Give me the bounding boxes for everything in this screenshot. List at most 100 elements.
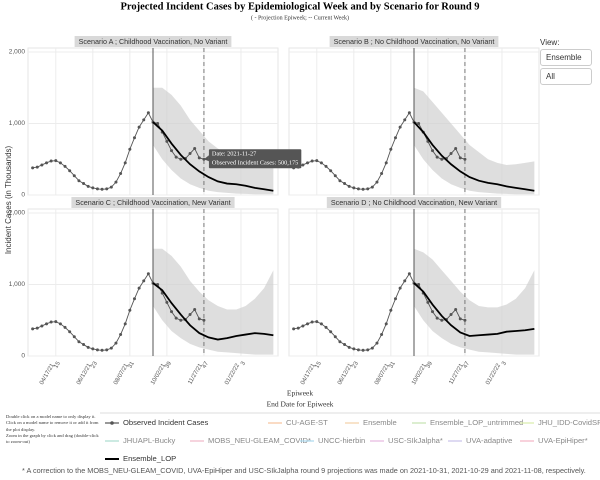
legend-item[interactable]: UNCC-hierbin [300, 436, 365, 445]
observed-point [49, 320, 53, 324]
observed-point [35, 165, 39, 169]
x-tick-week: 15 [314, 360, 323, 369]
x-tick-date: 08/07/21 [374, 362, 391, 386]
observed-point [347, 184, 351, 188]
observed-point [463, 157, 467, 161]
observed-point [137, 125, 141, 129]
legend-item[interactable]: MOBS_NEU-GLEAM_COVID* [190, 436, 311, 445]
observed-point [431, 149, 435, 153]
x-tick-date: 01/22/22 [485, 362, 502, 386]
observed-point [310, 320, 314, 324]
observed-point [375, 180, 379, 184]
instruction: Double click on a model name to only dis… [6, 414, 96, 419]
observed-point [315, 159, 319, 163]
ensemble-lop-line [413, 282, 535, 337]
observed-point [384, 161, 388, 165]
legend-item[interactable]: UVA-EpiHiper* [520, 436, 588, 445]
observed-point [301, 163, 305, 167]
y-tick-label: 1,000 [9, 281, 26, 288]
x-tick-week: 3 [501, 360, 508, 366]
observed-point [35, 326, 39, 330]
legend-item[interactable]: Observed Incident Cases [105, 418, 208, 427]
view-button[interactable]: Ensemble [540, 49, 592, 66]
observed-point [352, 347, 356, 351]
y-tick-label: 2,000 [9, 210, 26, 217]
observed-point [193, 308, 197, 312]
panel-strip [326, 197, 502, 208]
legend-item[interactable]: Ensemble_LOP [105, 454, 176, 463]
observed-point [105, 187, 109, 191]
x-tick-date: 11/27/21 [187, 362, 204, 385]
x-tick-week: 23 [351, 360, 360, 369]
legend-item[interactable]: Ensemble_LOP_untrimmed [412, 418, 523, 427]
observed-point [407, 111, 411, 115]
view-label: View: [540, 38, 560, 47]
observed-point [366, 187, 370, 191]
panel-title: Scenario C ; Childhood Vaccination, New … [75, 198, 230, 207]
observed-point [380, 333, 384, 337]
legend-label: Ensemble_LOP [123, 454, 176, 463]
legend-item[interactable]: JHUAPL-Bucky [105, 436, 176, 445]
observed-point [45, 161, 49, 165]
x-tick-date: 06/12/21 [76, 362, 93, 386]
observed-point [174, 155, 178, 159]
observed-point [426, 300, 430, 304]
observed-point [454, 308, 458, 312]
x-tick-date: 01/22/22 [224, 362, 241, 386]
observed-point [435, 316, 439, 320]
observed-point [389, 308, 393, 312]
observed-point [329, 330, 333, 334]
ensemble-lop-line [413, 121, 535, 192]
observed-point [407, 272, 411, 276]
legend-item[interactable]: UVA-adaptive [448, 436, 512, 445]
legend-item[interactable]: CU-AGE-ST [268, 418, 328, 427]
observed-point [58, 161, 62, 165]
observed-point [306, 161, 310, 165]
tooltip-text: Date: 2021-11-27 [212, 151, 256, 158]
legend-item[interactable]: Ensemble [345, 418, 397, 427]
observed-point [63, 325, 67, 329]
panel-title: Scenario B ; No Childhood Vaccination, N… [334, 37, 495, 46]
observed-point [375, 341, 379, 345]
legend-label: UVA-adaptive [466, 436, 512, 445]
observed-point [188, 152, 192, 156]
subtitle: ( - Projection Epiweek; -- Current Week) [251, 14, 349, 21]
x-tick-week: 23 [90, 360, 99, 369]
legend-label: CU-AGE-ST [286, 418, 328, 427]
observed-point [319, 161, 323, 165]
observed-point [202, 318, 206, 322]
observed-point [449, 313, 453, 317]
uncertainty-band [414, 248, 535, 355]
observed-point [31, 166, 35, 170]
x-tick-date: 06/12/21 [337, 362, 354, 386]
legend-item[interactable]: JHU_IDD-CovidSP [520, 418, 600, 427]
legend-label: USC-SIkJalpha* [388, 436, 443, 445]
legend-label: UVA-EpiHiper* [538, 436, 588, 445]
observed-point [114, 341, 118, 345]
panel-title: Scenario D ; No Childhood Vaccination, N… [331, 198, 497, 207]
x-tick-date: 04/17/21 [39, 362, 56, 386]
y-tick-label: 1,000 [9, 120, 26, 127]
observed-point [343, 343, 347, 347]
view-button[interactable]: All [540, 68, 592, 85]
tooltip-box [208, 149, 302, 169]
x-tick-date: 11/27/21 [448, 362, 465, 385]
observed-point [91, 186, 95, 190]
observed-point [142, 279, 146, 283]
observed-point [310, 159, 314, 163]
observed-point [454, 147, 458, 151]
observed-point [68, 330, 72, 334]
y-tick-label: 0 [21, 353, 25, 360]
legend-item[interactable]: USC-SIkJalpha* [370, 436, 443, 445]
observed-point [63, 164, 67, 168]
tooltip-pointer [203, 155, 209, 162]
observed-point [324, 325, 328, 329]
observed-point [329, 169, 333, 173]
observed-point [170, 149, 174, 153]
observed-point [128, 308, 132, 312]
observed-point [179, 318, 183, 322]
observed-point [356, 348, 360, 352]
observed-point [417, 122, 421, 125]
observed-point [40, 163, 44, 167]
x-tick-week: 15 [53, 360, 62, 369]
